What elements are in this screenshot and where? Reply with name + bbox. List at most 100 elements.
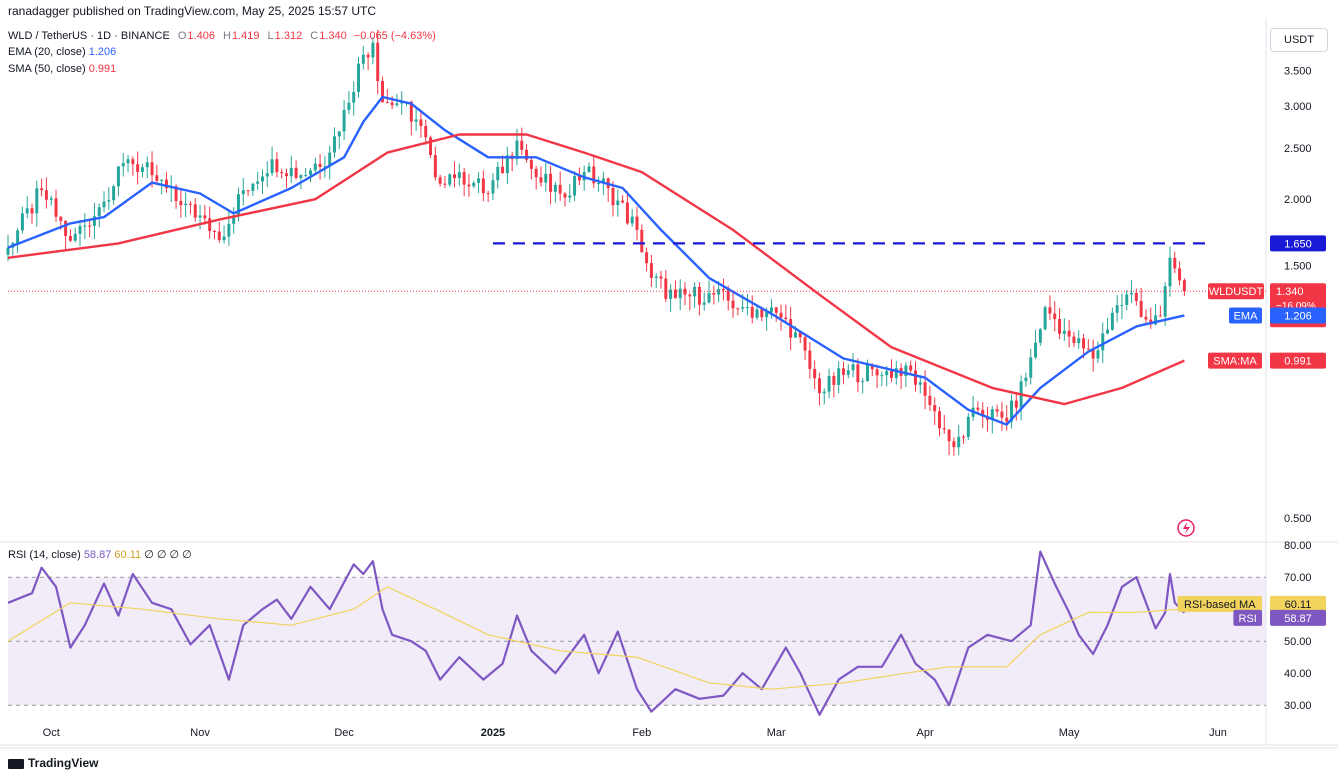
candle-body xyxy=(260,176,264,182)
ema-name-tag-bg xyxy=(1229,307,1262,324)
candle-body xyxy=(774,307,778,313)
candle-body xyxy=(923,382,927,396)
candle-body xyxy=(381,81,385,103)
candle-body xyxy=(472,182,476,187)
candle-body xyxy=(184,203,188,206)
candle-body xyxy=(424,126,428,138)
candle-body xyxy=(870,364,874,370)
candle-body xyxy=(1024,377,1028,382)
rsi-tick-label: 50.00 xyxy=(1284,636,1312,648)
rsi-name-tag-text: RSI xyxy=(1239,613,1257,625)
candle-body xyxy=(309,170,312,176)
candle-body xyxy=(875,369,879,376)
candle-body xyxy=(64,220,68,236)
candle-body xyxy=(880,375,884,377)
candle-body xyxy=(280,172,284,174)
candle-body xyxy=(155,175,159,181)
high-value: 1.419 xyxy=(231,30,260,42)
candle-body xyxy=(851,364,855,371)
time-tick-label: Dec xyxy=(334,727,354,739)
rsi-tick-label: 40.00 xyxy=(1284,668,1312,680)
candle-body xyxy=(813,368,817,379)
candle-body xyxy=(1072,336,1076,344)
tradingview-brand[interactable]: TradingView xyxy=(8,756,98,770)
candle-body xyxy=(957,436,961,448)
candle-body xyxy=(693,286,697,297)
candle-body xyxy=(894,368,898,379)
sma-name-tag: SMA:MA xyxy=(1208,352,1262,369)
price-tick-label: 2.500 xyxy=(1284,143,1312,155)
candle-body xyxy=(347,102,351,110)
candle-body xyxy=(688,294,692,297)
candle-body xyxy=(198,215,202,218)
candle-body xyxy=(236,194,240,216)
candle-body xyxy=(962,436,965,438)
candle-body xyxy=(126,159,130,164)
candle-body xyxy=(145,162,149,168)
candle-body xyxy=(304,175,308,177)
candle-body xyxy=(73,233,77,241)
high-label: H xyxy=(223,30,231,42)
rsi-legend[interactable]: RSI (14, close) 58.87 60.11 ∅ ∅ ∅ ∅ xyxy=(8,548,192,561)
symbol-title[interactable]: WLD / TetherUS · 1D · BINANCE xyxy=(8,30,170,42)
candle-body xyxy=(501,166,505,174)
candle-body xyxy=(491,180,495,194)
sma-name-tag-bg xyxy=(1208,352,1262,369)
candle-body xyxy=(429,137,433,156)
candle-body xyxy=(265,173,269,177)
candle-body xyxy=(419,119,423,127)
candle-body xyxy=(573,175,577,196)
price-tick-label: 3.000 xyxy=(1284,101,1312,113)
sma-price-tag-bg xyxy=(1270,352,1326,369)
sma-label: SMA (50, close) xyxy=(8,63,86,75)
sma-legend[interactable]: SMA (50, close) 0.991 xyxy=(8,63,116,75)
candle-body xyxy=(1029,357,1033,378)
currency-button[interactable]: USDT xyxy=(1270,28,1328,52)
rsi-value-tag-bg xyxy=(1270,609,1326,626)
ema-price-tag-bg xyxy=(1270,307,1326,324)
candle-body xyxy=(285,173,288,177)
rsi-extras: ∅ ∅ ∅ ∅ xyxy=(144,549,192,561)
candle-body xyxy=(467,184,471,187)
candle-body xyxy=(107,200,111,202)
time-tick-label: Feb xyxy=(632,727,651,739)
candle-body xyxy=(1000,411,1004,418)
candle-body xyxy=(697,286,701,305)
rsi-ma-name-tag-bg xyxy=(1177,595,1262,612)
candle-body xyxy=(6,247,10,255)
candle-body xyxy=(438,177,442,184)
candle-body xyxy=(275,159,279,173)
candle-body xyxy=(318,163,322,167)
candle-body xyxy=(1038,329,1042,343)
candle-body xyxy=(640,229,644,253)
candle-body xyxy=(1067,330,1071,337)
candle-body xyxy=(712,292,716,295)
candle-body xyxy=(49,198,53,200)
candle-body xyxy=(928,395,932,406)
candle-body xyxy=(328,152,332,167)
tradingview-logo-icon xyxy=(8,758,24,769)
candle-body xyxy=(54,198,58,217)
ema-legend[interactable]: EMA (20, close) 1.206 xyxy=(8,46,116,58)
candle-body xyxy=(659,276,663,279)
time-tick-label: 2025 xyxy=(481,727,505,739)
candle-body xyxy=(966,416,970,437)
rsi-value-tag: 58.87 xyxy=(1270,609,1326,626)
ema-value: 1.206 xyxy=(88,46,117,58)
candle-body xyxy=(208,218,212,232)
candle-body xyxy=(251,183,255,191)
flash-icon-ring xyxy=(1177,519,1195,537)
candle-body xyxy=(717,289,721,295)
resistance-price-tag: 1.650 xyxy=(1270,235,1326,252)
candle-body xyxy=(294,167,298,178)
candle-body xyxy=(885,370,889,376)
candle-body xyxy=(1082,338,1086,349)
candle-body xyxy=(529,159,533,169)
open-label: O xyxy=(177,30,187,42)
candle-body xyxy=(289,167,293,177)
candle-body xyxy=(1043,307,1047,330)
candle-body xyxy=(232,215,236,224)
candle-body xyxy=(553,184,557,192)
candle-body xyxy=(707,292,711,303)
